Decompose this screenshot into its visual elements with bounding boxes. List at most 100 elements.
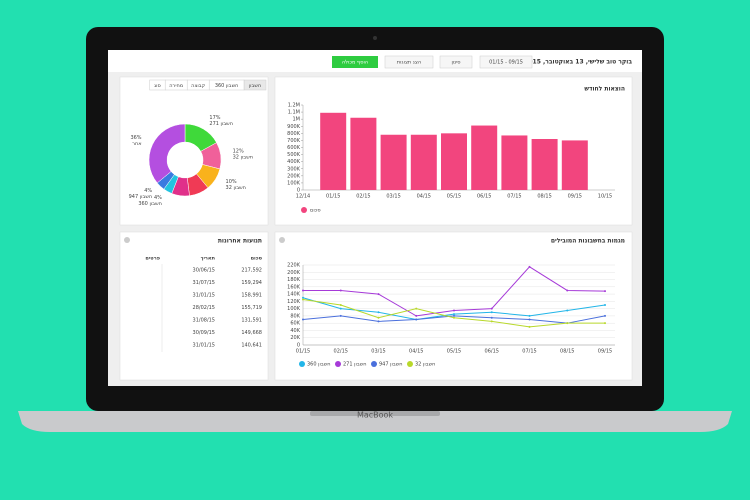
add-button[interactable]	[332, 56, 378, 68]
y-tick-label: 1M	[293, 117, 301, 123]
point	[377, 320, 380, 323]
table-cell: 217,592	[241, 268, 262, 274]
bar	[380, 134, 407, 190]
date-range: 01/15 - 09/15	[489, 60, 523, 66]
point	[377, 316, 380, 319]
x-tick-label: 10/15	[598, 194, 612, 200]
donut-label: 10%	[226, 179, 237, 185]
point	[339, 304, 342, 306]
legend-swatch	[301, 207, 307, 213]
point	[453, 309, 455, 312]
donut-label: 4%	[144, 188, 152, 194]
point	[604, 322, 606, 325]
panel	[274, 231, 633, 381]
info-icon[interactable]	[124, 237, 130, 243]
point	[415, 318, 418, 321]
y-tick-label: 1.2M	[288, 103, 300, 109]
y-tick-label: 800K	[287, 131, 301, 137]
legend-label: חשבון 947	[379, 362, 403, 368]
y-tick-label: 220K	[287, 263, 301, 269]
x-tick-label: 02/15	[356, 194, 370, 200]
info-icon[interactable]	[279, 237, 285, 243]
point	[453, 313, 455, 316]
legend-label: חשבון 360	[307, 362, 331, 368]
table-cell: 131,591	[241, 318, 262, 324]
y-tick-label: 300K	[287, 166, 301, 172]
point	[302, 289, 304, 292]
table-cell: 149,668	[241, 330, 262, 336]
y-tick-label: 160K	[287, 284, 301, 290]
bar	[350, 117, 377, 190]
bar	[501, 135, 528, 190]
x-tick-label: 07/15	[507, 194, 521, 200]
point	[566, 289, 569, 292]
point	[528, 325, 531, 328]
donut-category: חשבון 32	[226, 185, 246, 191]
tab-label: מחירה	[169, 83, 183, 89]
x-tick-label: 04/15	[409, 349, 423, 355]
x-tick-label: 02/15	[334, 349, 348, 355]
table-cell: 31/08/15	[193, 318, 215, 324]
y-tick-label: 600K	[287, 145, 301, 151]
base-notch	[310, 411, 440, 416]
y-tick-label: 0	[297, 343, 300, 349]
y-tick-label: 0	[297, 188, 300, 194]
donut-label: 12%	[233, 149, 244, 155]
x-tick-label: 09/15	[598, 349, 612, 355]
point	[604, 304, 606, 306]
y-tick-label: 1.1M	[288, 110, 300, 116]
point	[302, 298, 304, 301]
legend-swatch	[299, 361, 305, 367]
views-button[interactable]	[384, 55, 434, 69]
tab[interactable]	[149, 79, 166, 91]
column-header: סכום	[251, 256, 263, 262]
filter-label: סינון	[451, 60, 460, 66]
views-label: הצג תצוגות	[397, 60, 421, 66]
table-cell: 31/07/15	[193, 280, 215, 286]
table-title: תנועות אחרונות	[218, 238, 262, 245]
legend-label: סכום	[310, 208, 321, 214]
table-cell: 140,641	[241, 343, 262, 349]
donut-category: חשבון 360	[138, 201, 162, 207]
point	[490, 316, 493, 319]
tab-label: קבוצה	[191, 83, 205, 89]
point	[604, 290, 606, 293]
point	[377, 311, 380, 314]
y-tick-label: 180K	[287, 277, 301, 283]
donut-label: 36%	[130, 135, 141, 141]
y-tick-label: 40K	[290, 328, 300, 334]
legend-swatch	[371, 361, 377, 367]
point	[604, 314, 606, 317]
x-tick-label: 04/15	[417, 194, 431, 200]
x-tick-label: 08/15	[560, 349, 574, 355]
point	[453, 316, 455, 319]
table-cell: 30/06/15	[193, 268, 215, 274]
x-tick-label: 05/15	[447, 349, 461, 355]
point	[566, 322, 569, 325]
y-tick-label: 140K	[287, 292, 301, 298]
x-tick-label: 01/15	[296, 349, 310, 355]
laptop-brand: MacBook	[357, 411, 393, 420]
add-label: הוסף מכולה	[342, 60, 368, 66]
tab-label: חשבון 360	[215, 83, 239, 89]
y-tick-label: 900K	[287, 124, 301, 130]
x-tick-label: 06/15	[477, 194, 491, 200]
point	[490, 307, 493, 310]
donut-category: חשבון 32	[233, 155, 253, 161]
y-tick-label: 60K	[290, 321, 300, 327]
legend-swatch	[335, 361, 341, 367]
y-tick-label: 700K	[287, 138, 301, 144]
y-tick-label: 500K	[287, 152, 301, 158]
y-tick-label: 100K	[287, 180, 301, 186]
point	[415, 307, 418, 310]
point	[339, 289, 342, 292]
filter-button[interactable]	[439, 55, 473, 69]
table-cell: 31/01/15	[193, 293, 215, 299]
date-range-button[interactable]	[479, 55, 533, 69]
bar	[410, 134, 437, 190]
donut-label: 17%	[209, 115, 220, 121]
point	[490, 320, 493, 323]
point	[377, 293, 380, 296]
tab-label: סוג	[154, 83, 161, 89]
bar	[561, 140, 588, 190]
